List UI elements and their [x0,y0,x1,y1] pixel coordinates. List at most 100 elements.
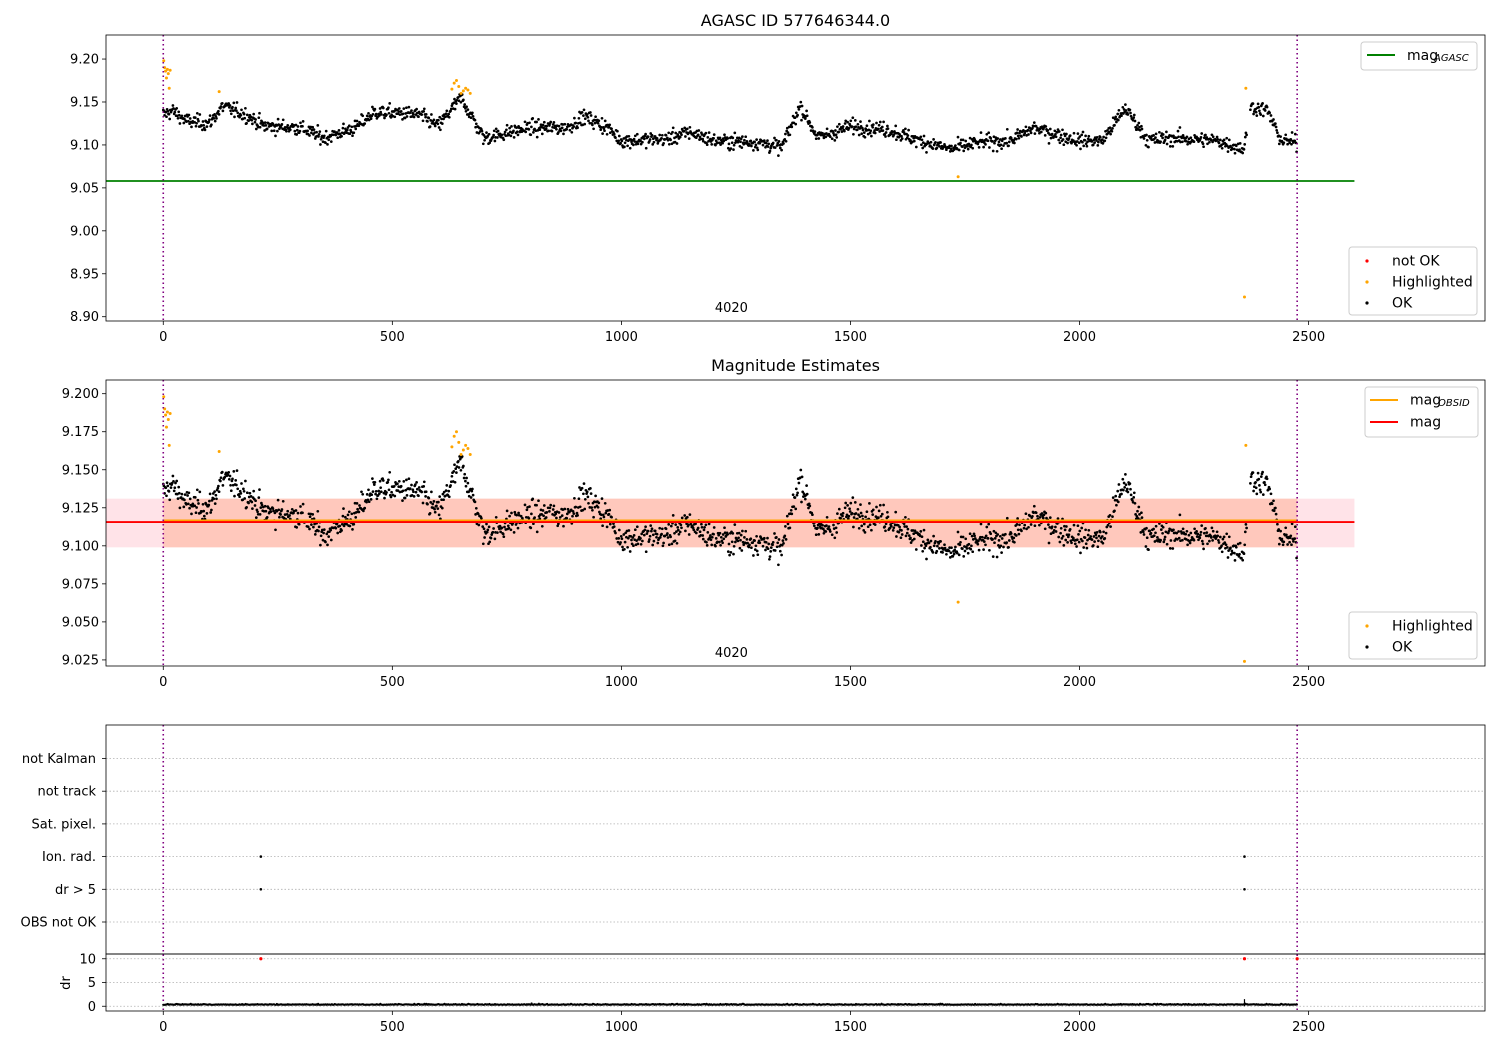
ok-point [336,136,340,140]
ok-point [1038,523,1041,527]
ok-point [334,133,338,137]
ok-point [535,120,538,124]
ok-point [830,533,834,537]
ok-point [299,505,302,508]
ok-point [212,117,216,120]
ok-point [383,496,386,500]
ok-point [1163,535,1167,539]
ok-point [212,497,216,501]
ok-point [481,542,485,546]
ok-point [1286,543,1289,546]
ok-point [794,487,798,491]
ok-point [470,489,474,493]
ok-point [182,505,186,509]
x-tick-label: 500 [380,330,405,345]
ok-point [911,539,914,542]
ok-point [783,534,787,538]
ok-point [967,142,971,146]
ok-point [669,138,672,142]
ok-point [1140,516,1144,519]
ok-point [1171,145,1175,148]
ok-point [437,126,441,129]
ok-point [447,489,451,493]
ok-point [329,538,333,542]
ok-point [1186,543,1189,547]
ok-point [743,536,746,539]
ok-point [1272,509,1276,513]
ok-point [832,523,835,527]
ok-point [764,540,768,544]
ok-point [733,523,737,526]
ok-point [440,122,444,125]
ok-point [397,107,401,110]
ok-point [464,479,467,483]
ok-point [619,541,622,544]
ok-point [1274,512,1278,516]
ok-point [717,533,721,537]
ok-point [463,472,467,476]
highlighted-point [1242,295,1246,299]
ok-point [205,512,209,515]
ok-point [335,522,339,526]
ok-point [1220,146,1224,150]
ok-point [924,544,928,548]
ok-point [1075,545,1078,548]
ok-point [275,509,279,513]
ok-point [481,525,485,528]
ok-point [792,121,796,125]
ok-point [1091,143,1095,147]
ok-point [817,533,821,536]
ok-point [952,552,956,556]
ok-point [1072,523,1076,527]
ok-point [524,130,528,134]
highlighted-point [217,450,221,453]
ok-point [1048,516,1052,519]
ok-point [341,126,345,130]
ok-point [1108,513,1112,517]
ok-point [647,540,651,543]
ok-point [667,523,671,526]
ok-point [427,116,431,120]
ok-point [311,125,315,129]
ok-point [1076,524,1080,528]
ok-point [1016,517,1019,520]
ok-point [430,490,433,494]
ok-point [503,130,507,134]
ok-point [592,127,595,131]
ok-point [555,516,558,520]
ok-point [835,136,839,139]
ok-point [232,101,236,105]
ok-point [1216,534,1220,538]
ok-point [732,544,736,548]
ok-point [821,523,824,527]
ok-point [296,125,300,128]
ok-point [1186,142,1189,146]
ok-point [1133,501,1137,505]
ok-point [1098,530,1102,534]
ok-point [666,136,669,140]
ok-point [799,468,803,472]
ok-point [851,496,855,499]
ok-point [574,505,578,509]
flag-label: Sat. pixel. [32,817,96,832]
ok-point [811,126,814,129]
legend-label: mag [1407,48,1438,64]
ok-point [846,517,850,521]
ok-point [977,146,981,149]
ok-point [623,540,627,544]
ok-point [705,143,709,147]
ok-point [902,522,906,526]
ok-point [221,109,225,113]
highlighted-point [956,600,960,604]
ok-point [487,525,491,529]
highlighted-point [450,445,454,449]
ok-point [549,503,553,507]
ok-point [557,131,560,134]
ok-point [435,504,438,508]
ok-point [788,133,792,137]
ok-point [374,112,378,116]
ok-point [385,113,388,117]
highlighted-point [450,87,454,91]
ok-point [1075,143,1078,147]
ok-point [1111,496,1115,499]
